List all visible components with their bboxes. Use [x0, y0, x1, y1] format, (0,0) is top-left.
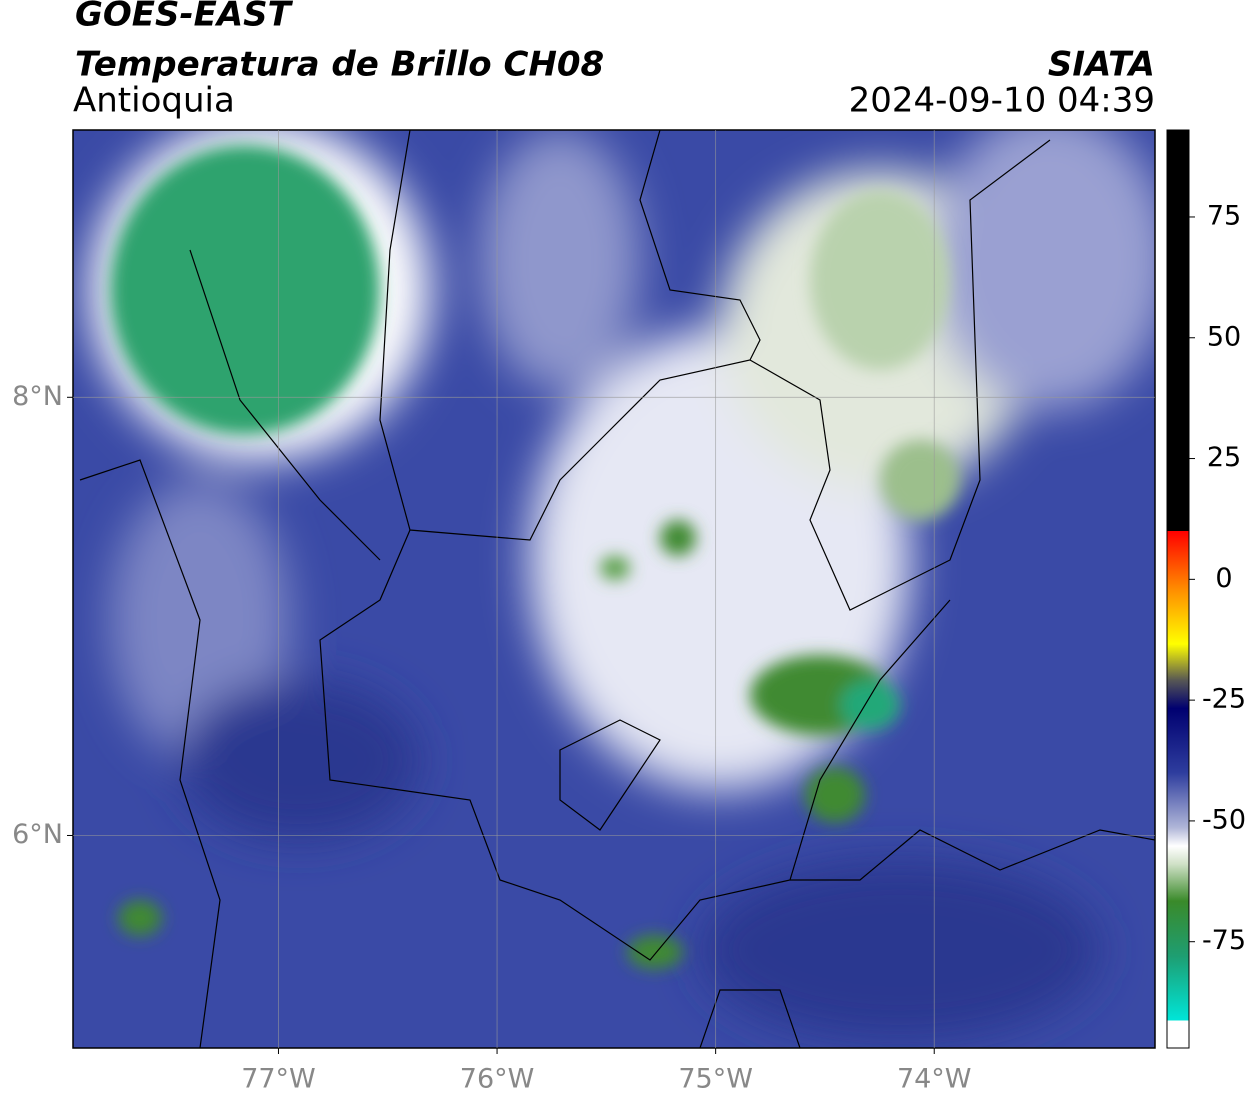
colorbar-tick-label: 50 — [1207, 321, 1241, 352]
title: GOES-EAST — [75, 0, 294, 35]
region: Antioquia — [73, 81, 235, 121]
colorbar-tick-label: -75 — [1202, 925, 1246, 956]
colorbar-tick-label: -50 — [1202, 804, 1246, 835]
map-frame — [72, 129, 1156, 1049]
colorbar-tick-label: 75 — [1207, 200, 1241, 231]
x-tick-label: 76°W — [460, 1064, 535, 1095]
colorbar-tick-label: -25 — [1202, 684, 1246, 715]
x-tick-label: 75°W — [678, 1064, 753, 1095]
y-tick-label: 6°N — [12, 819, 63, 850]
timestamp: 2024-09-10 04:39 — [849, 81, 1155, 121]
satellite-image — [73, 130, 1155, 1048]
subtitle: Temperatura de Brillo CH08 — [75, 45, 604, 85]
colorbar-tick-label: 0 — [1215, 563, 1232, 594]
y-tick-label: 8°N — [12, 381, 63, 412]
x-tick-label: 77°W — [241, 1064, 316, 1095]
colorbar — [1166, 129, 1190, 1049]
x-tick-label: 74°W — [897, 1064, 972, 1095]
colorbar-tick-label: 25 — [1207, 442, 1241, 473]
source: SIATA — [1048, 45, 1155, 85]
